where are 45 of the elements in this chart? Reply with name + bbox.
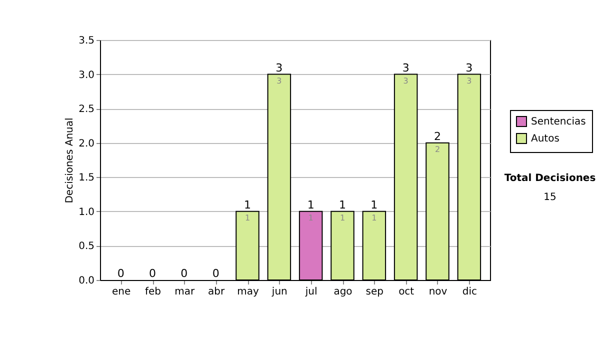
total-label: 0	[212, 267, 220, 280]
y-tick-label: 2.0	[78, 138, 94, 150]
total-label: 0	[117, 267, 124, 280]
total-label: 3	[466, 61, 473, 74]
data-label: 3	[403, 76, 408, 86]
data-label: 1	[308, 213, 314, 222]
x-tick-label: sep	[366, 286, 384, 298]
total-label: 0	[149, 267, 156, 280]
x-tick-label: jun	[270, 286, 288, 298]
data-label: 1	[372, 213, 377, 222]
x-tick-label: nov	[428, 286, 448, 298]
y-tick-label: 2.5	[78, 104, 94, 116]
text: 15	[544, 192, 556, 203]
x-tick-label: ago	[334, 286, 352, 298]
y-tick-label: 3.0	[78, 70, 94, 81]
y-tick-label: 0.5	[78, 241, 94, 252]
total-label: 1	[370, 198, 378, 212]
total-label: 1	[339, 198, 346, 212]
legend-label: Autos	[531, 134, 560, 144]
data-label: 2	[434, 144, 440, 154]
total-label: 0	[180, 267, 188, 280]
x-tick-label: dic	[462, 286, 477, 298]
data-label: 3	[466, 76, 472, 86]
total-label: 3	[276, 61, 283, 74]
total-label: 1	[244, 198, 251, 212]
total-label: 2	[434, 130, 441, 143]
total-label: 1	[307, 198, 314, 212]
y-tick-label: 1.5	[78, 172, 94, 184]
y-tick-label: 0.0	[78, 276, 94, 286]
x-tick-label: feb	[144, 286, 162, 298]
x-tick-label: abr	[208, 286, 226, 298]
total-label: 3	[402, 61, 410, 74]
data-label: 1	[340, 213, 346, 222]
y-tick-label: 3.5	[78, 36, 94, 46]
data-label: 1	[244, 213, 250, 222]
text: Total Decisiones	[504, 173, 596, 184]
data-label: 3	[276, 76, 282, 86]
y-axis-title: Decisiones Anual	[64, 118, 76, 204]
legend-label: Sentencias	[531, 116, 586, 128]
x-tick-label: ene	[112, 286, 131, 298]
x-tick-label: oct	[398, 286, 414, 298]
x-tick-label: jul	[304, 286, 318, 298]
x-tick-label: mar	[174, 286, 196, 298]
y-tick-label: 1.0	[78, 206, 94, 218]
x-tick-label: may	[237, 286, 259, 298]
